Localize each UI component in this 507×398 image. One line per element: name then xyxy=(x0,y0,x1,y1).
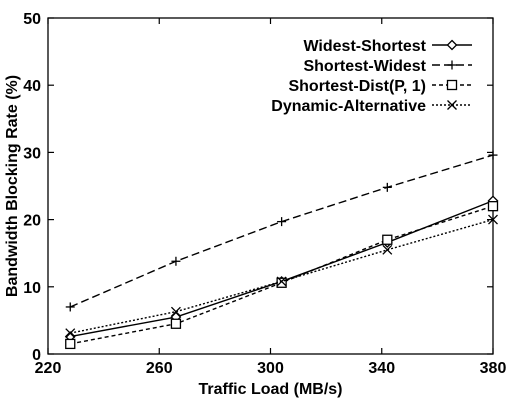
x-tick-label: 260 xyxy=(146,360,173,377)
marker-cross-b xyxy=(488,214,498,225)
y-tick-label: 20 xyxy=(23,213,41,230)
data-point xyxy=(170,318,182,329)
marker-cross-b xyxy=(276,276,287,287)
legend-entry: Shortest-Dist(P, 1) xyxy=(288,78,472,95)
tick-labels: 220 260 300 340 380 0 10 20 30 40 50 xyxy=(23,11,506,377)
marker-diamond xyxy=(446,39,458,51)
legend-entry: Shortest-Widest xyxy=(303,58,472,75)
series-line xyxy=(70,205,494,345)
x-axis-title: Traffic Load (MB/s) xyxy=(198,381,342,398)
legend-label: Dynamic-Alternative xyxy=(271,98,426,115)
series-lines xyxy=(64,150,499,350)
data-point xyxy=(277,217,287,227)
legend-label: Widest-Shortest xyxy=(303,38,426,55)
marker-square xyxy=(276,277,287,288)
marker-square xyxy=(65,338,76,350)
data-point xyxy=(488,214,498,225)
y-tick-label: 30 xyxy=(23,145,41,162)
legend-label: Shortest-Widest xyxy=(303,58,426,75)
y-tick-label: 50 xyxy=(23,11,41,28)
series-dynamic-alternative xyxy=(65,214,498,339)
legend-marker xyxy=(446,79,458,91)
marker-cross-b xyxy=(170,306,181,317)
x-tick-label: 220 xyxy=(35,360,62,377)
data-point xyxy=(65,302,75,312)
marker-cross-b xyxy=(382,244,393,255)
legend-entry: Dynamic-Alternative xyxy=(271,98,472,115)
series-shortest-dist-p-1- xyxy=(65,201,499,350)
legend-marker xyxy=(446,39,458,51)
legend-marker xyxy=(447,100,457,110)
legend-entry: Widest-Shortest xyxy=(303,38,472,55)
data-point xyxy=(171,256,181,266)
axes xyxy=(47,17,494,355)
data-point xyxy=(382,182,392,192)
data-point xyxy=(276,276,287,287)
data-point xyxy=(170,306,181,317)
y-tick-label: 0 xyxy=(32,347,41,364)
data-point xyxy=(487,201,499,212)
y-axis-title: Bandwidth Blocking Rate (%) xyxy=(4,75,21,297)
x-tick-label: 380 xyxy=(480,360,507,377)
data-point xyxy=(382,234,393,245)
data-point xyxy=(276,277,287,288)
y-tick-label: 10 xyxy=(23,280,41,297)
series-shortest-widest xyxy=(65,150,498,312)
data-point xyxy=(65,328,76,339)
legend-label: Shortest-Dist(P, 1) xyxy=(288,78,426,95)
plot-frame xyxy=(47,17,494,355)
marker-square xyxy=(487,201,499,212)
marker-square xyxy=(170,318,182,329)
legend: Widest-Shortest Shortest-Widest Shortest-D… xyxy=(271,38,472,115)
marker-square xyxy=(446,79,458,91)
legend-marker xyxy=(447,60,457,70)
data-point xyxy=(65,338,76,350)
x-tick-label: 300 xyxy=(257,360,284,377)
x-tick-label: 340 xyxy=(368,360,395,377)
marker-cross-b xyxy=(65,328,76,339)
y-tick-label: 40 xyxy=(23,78,41,95)
data-point xyxy=(382,244,393,255)
marker-square xyxy=(382,234,393,245)
marker-cross-b xyxy=(447,100,457,110)
data-point xyxy=(488,150,498,160)
